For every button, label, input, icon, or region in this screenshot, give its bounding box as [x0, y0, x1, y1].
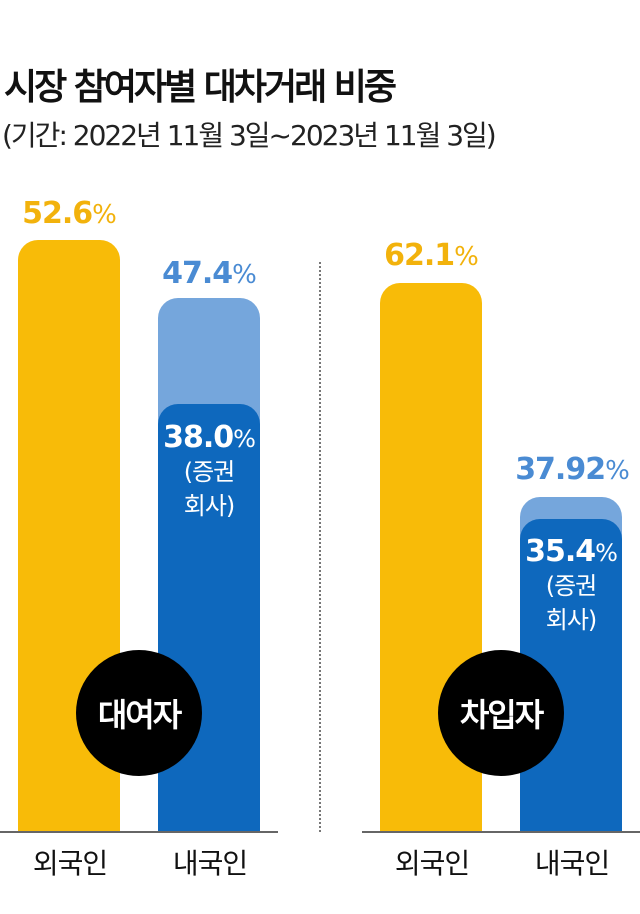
category-label-borrower-domestic: 내국인 [534, 847, 610, 880]
badge-borrower: 차입자 [438, 650, 564, 776]
panel-divider [319, 262, 321, 832]
category-label-lender-domestic: 내국인 [172, 847, 248, 880]
baseline-left [0, 831, 278, 833]
value-label-borrower-foreign: 62.1% [384, 238, 479, 273]
inner-label-lender-securities: 38.0% (증권 회사) [163, 420, 256, 520]
inner-label-borrower-securities: 35.4% (증권 회사) [525, 534, 618, 634]
baseline-right [362, 831, 640, 833]
badge-lender: 대여자 [76, 650, 202, 776]
value-label-borrower-domestic: 37.92% [515, 452, 630, 487]
chart-subtitle: (기간: 2022년 11월 3일~2023년 11월 3일) [2, 119, 497, 152]
value-label-lender-foreign: 52.6% [22, 196, 117, 231]
chart-title: 시장 참여자별 대차거래 비중 [4, 67, 397, 108]
category-label-borrower-foreign: 외국인 [394, 847, 470, 880]
value-label-lender-domestic: 47.4% [162, 256, 257, 291]
category-label-lender-foreign: 외국인 [32, 847, 108, 880]
